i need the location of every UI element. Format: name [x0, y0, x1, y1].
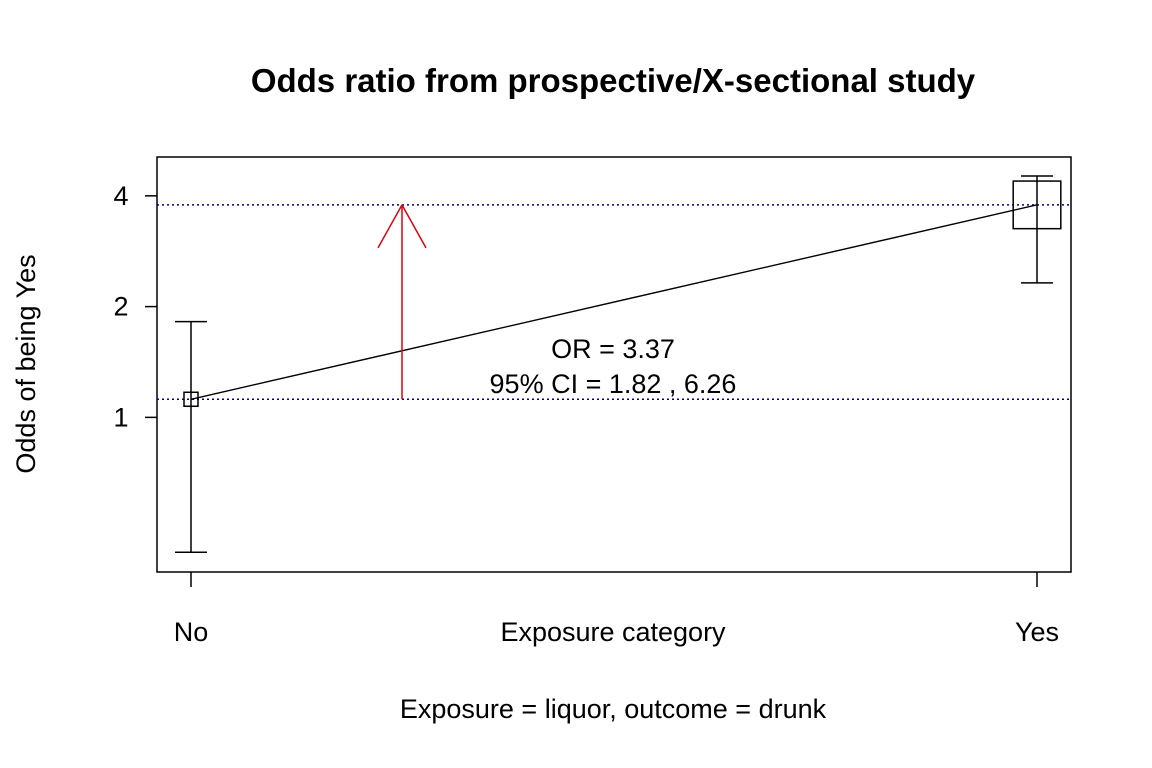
- odds-ratio-arrow-head-left: [377, 204, 403, 249]
- plot-frame: [156, 156, 1072, 573]
- connecting-line: [190, 204, 1038, 400]
- y-tick-label: 2: [113, 292, 128, 322]
- x-axis-label: Exposure category: [500, 617, 726, 647]
- x-tick-label: No: [174, 617, 209, 647]
- odds-ratio-arrow-head-right: [401, 204, 427, 249]
- chart-subtitle: Exposure = liquor, outcome = drunk: [400, 694, 827, 724]
- odds-ratio-label: OR = 3.37: [551, 334, 675, 364]
- plot-layer: 1 2 4 No Yes: [113, 175, 1071, 647]
- y-axis-label: Odds of being Yes: [11, 254, 41, 473]
- x-tick-label: Yes: [1015, 617, 1059, 647]
- point-estimate-box: [183, 391, 199, 408]
- y-tick-label: 1: [113, 402, 128, 432]
- point-estimate-box: [1012, 180, 1062, 230]
- confidence-interval-label: 95% CI = 1.82 , 6.26: [490, 369, 737, 399]
- chart-title: Odds ratio from prospective/X-sectional …: [251, 62, 976, 99]
- y-tick-label: 4: [113, 181, 128, 211]
